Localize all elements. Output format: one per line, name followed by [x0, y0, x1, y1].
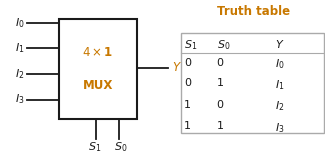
Text: $Y$: $Y$	[275, 38, 285, 50]
Text: $Y$: $Y$	[172, 61, 182, 74]
Text: 0: 0	[184, 78, 191, 88]
Text: $S_1$: $S_1$	[184, 38, 198, 52]
Text: $4 \times \mathbf{1}$: $4 \times \mathbf{1}$	[82, 46, 114, 59]
Text: $I_{3}$: $I_{3}$	[15, 93, 25, 106]
Text: $I_{0}$: $I_{0}$	[275, 58, 285, 71]
Text: 1: 1	[216, 121, 224, 131]
Text: 1: 1	[184, 121, 191, 131]
Text: MUX: MUX	[83, 79, 113, 92]
Text: $I_{3}$: $I_{3}$	[275, 121, 285, 135]
Text: $S_{0}$: $S_{0}$	[114, 140, 127, 154]
Text: $S_{1}$: $S_{1}$	[88, 140, 101, 154]
Bar	[181, 33, 324, 133]
Text: $S_0$: $S_0$	[216, 38, 230, 52]
Text: $I_{0}$: $I_{0}$	[15, 16, 25, 30]
Text: 0: 0	[184, 58, 191, 68]
Text: $I_{1}$: $I_{1}$	[15, 41, 25, 55]
Text: $I_{2}$: $I_{2}$	[275, 100, 284, 113]
Text: 1: 1	[216, 78, 224, 88]
Text: 1: 1	[184, 100, 191, 110]
Bar	[59, 19, 137, 119]
Text: $I_{2}$: $I_{2}$	[15, 67, 25, 81]
Text: $I_{1}$: $I_{1}$	[275, 78, 285, 92]
Text: 0: 0	[216, 100, 224, 110]
Text: Truth table: Truth table	[217, 5, 290, 18]
Text: 0: 0	[216, 58, 224, 68]
